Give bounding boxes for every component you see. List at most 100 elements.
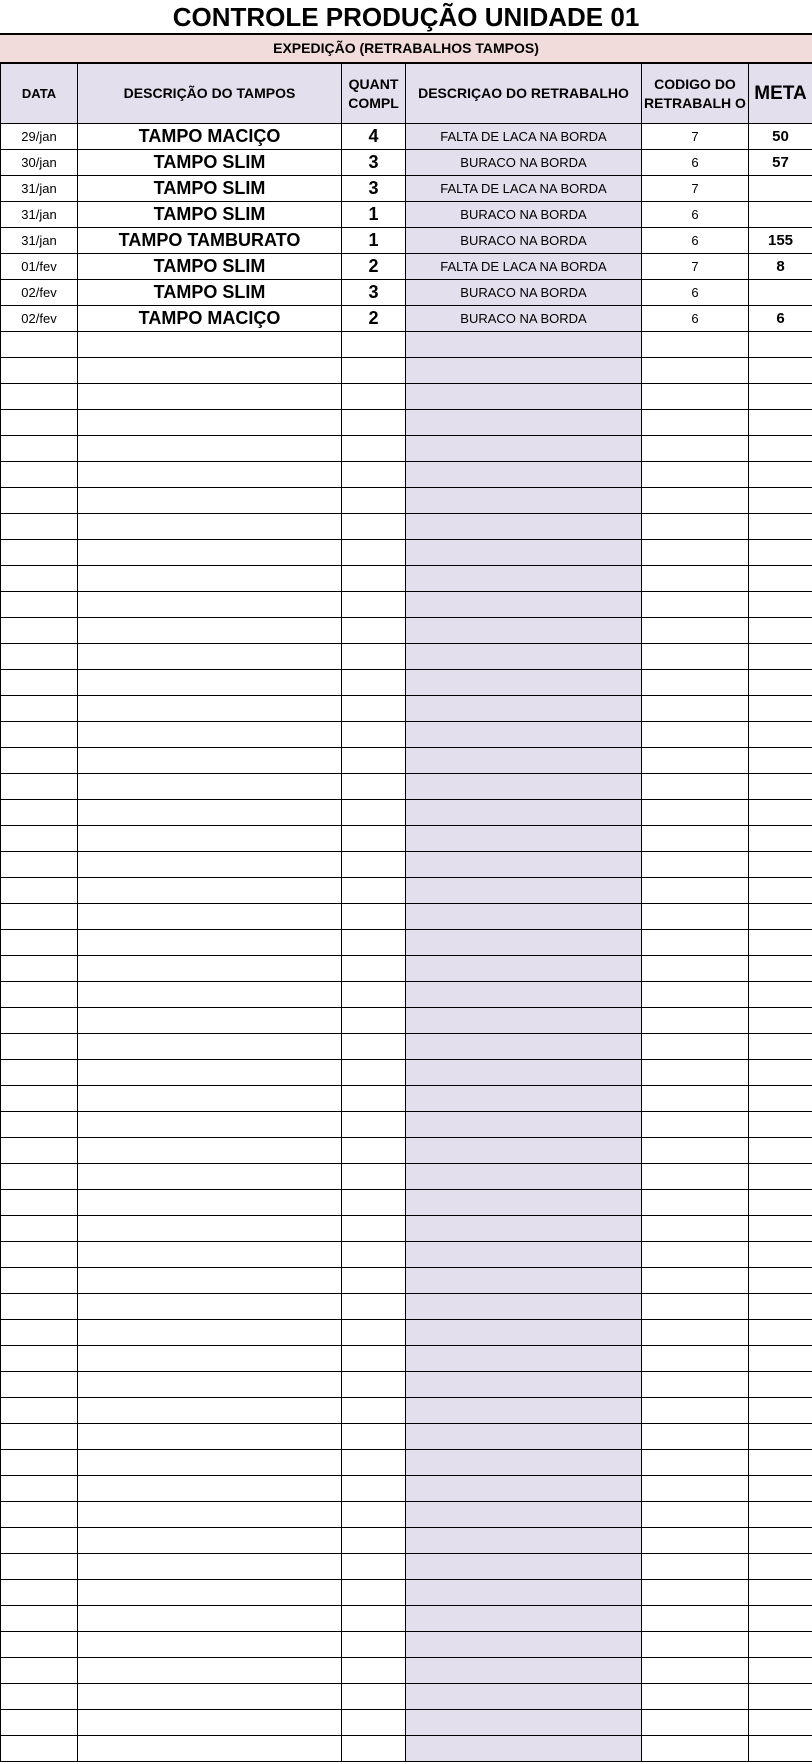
cell-descricao-tampos[interactable] — [78, 1424, 342, 1450]
cell-data[interactable]: 30/jan — [1, 150, 78, 176]
cell-quant-compl[interactable] — [342, 1528, 406, 1554]
cell-codigo-retrabalho[interactable] — [642, 904, 749, 930]
cell-descricao-tampos[interactable] — [78, 1502, 342, 1528]
cell-data[interactable] — [1, 1164, 78, 1190]
cell-descricao-retrabalho[interactable] — [406, 1164, 642, 1190]
cell-data[interactable] — [1, 384, 78, 410]
cell-quant-compl[interactable] — [342, 592, 406, 618]
cell-quant-compl[interactable] — [342, 1320, 406, 1346]
cell-meta[interactable] — [749, 1346, 812, 1372]
cell-meta[interactable] — [749, 1450, 812, 1476]
cell-descricao-tampos[interactable]: TAMPO TAMBURATO — [78, 228, 342, 254]
cell-data[interactable] — [1, 618, 78, 644]
cell-data[interactable] — [1, 1112, 78, 1138]
cell-codigo-retrabalho[interactable] — [642, 436, 749, 462]
cell-data[interactable] — [1, 1242, 78, 1268]
cell-data[interactable] — [1, 462, 78, 488]
cell-meta[interactable] — [749, 202, 812, 228]
cell-data[interactable] — [1, 930, 78, 956]
cell-descricao-tampos[interactable] — [78, 1216, 342, 1242]
cell-meta[interactable] — [749, 280, 812, 306]
cell-descricao-tampos[interactable] — [78, 930, 342, 956]
cell-descricao-tampos[interactable] — [78, 384, 342, 410]
cell-meta[interactable] — [749, 332, 812, 358]
cell-descricao-retrabalho[interactable] — [406, 1450, 642, 1476]
cell-data[interactable] — [1, 904, 78, 930]
cell-meta[interactable] — [749, 1242, 812, 1268]
cell-descricao-tampos[interactable] — [78, 618, 342, 644]
cell-meta[interactable] — [749, 1216, 812, 1242]
cell-quant-compl[interactable] — [342, 1476, 406, 1502]
cell-descricao-retrabalho[interactable] — [406, 332, 642, 358]
header-meta[interactable]: META — [749, 64, 812, 124]
cell-data[interactable] — [1, 1346, 78, 1372]
cell-descricao-tampos[interactable] — [78, 748, 342, 774]
cell-data[interactable] — [1, 1034, 78, 1060]
cell-data[interactable] — [1, 1398, 78, 1424]
cell-quant-compl[interactable] — [342, 1164, 406, 1190]
cell-quant-compl[interactable] — [342, 1424, 406, 1450]
cell-quant-compl[interactable] — [342, 1710, 406, 1736]
cell-descricao-tampos[interactable] — [78, 722, 342, 748]
cell-codigo-retrabalho[interactable] — [642, 670, 749, 696]
cell-descricao-retrabalho[interactable] — [406, 670, 642, 696]
cell-codigo-retrabalho[interactable] — [642, 930, 749, 956]
cell-codigo-retrabalho[interactable] — [642, 800, 749, 826]
cell-quant-compl[interactable] — [342, 1268, 406, 1294]
cell-descricao-retrabalho[interactable] — [406, 748, 642, 774]
cell-descricao-tampos[interactable] — [78, 1632, 342, 1658]
cell-meta[interactable] — [749, 1580, 812, 1606]
cell-descricao-retrabalho[interactable]: BURACO NA BORDA — [406, 306, 642, 332]
cell-meta[interactable] — [749, 1502, 812, 1528]
cell-codigo-retrabalho[interactable] — [642, 1320, 749, 1346]
cell-meta[interactable]: 50 — [749, 124, 812, 150]
cell-descricao-tampos[interactable] — [78, 1112, 342, 1138]
cell-meta[interactable] — [749, 1632, 812, 1658]
cell-codigo-retrabalho[interactable] — [642, 826, 749, 852]
cell-descricao-tampos[interactable] — [78, 514, 342, 540]
cell-quant-compl[interactable] — [342, 1606, 406, 1632]
cell-quant-compl[interactable] — [342, 1112, 406, 1138]
cell-descricao-retrabalho[interactable] — [406, 410, 642, 436]
cell-quant-compl[interactable] — [342, 696, 406, 722]
cell-data[interactable] — [1, 1190, 78, 1216]
cell-quant-compl[interactable] — [342, 982, 406, 1008]
cell-descricao-retrabalho[interactable] — [406, 930, 642, 956]
cell-data[interactable]: 29/jan — [1, 124, 78, 150]
cell-descricao-retrabalho[interactable] — [406, 878, 642, 904]
cell-meta[interactable]: 8 — [749, 254, 812, 280]
cell-data[interactable] — [1, 1008, 78, 1034]
cell-data[interactable] — [1, 540, 78, 566]
cell-descricao-retrabalho[interactable] — [406, 800, 642, 826]
cell-descricao-tampos[interactable] — [78, 410, 342, 436]
cell-codigo-retrabalho[interactable] — [642, 384, 749, 410]
cell-data[interactable]: 02/fev — [1, 280, 78, 306]
cell-descricao-retrabalho[interactable]: FALTA DE LACA NA BORDA — [406, 176, 642, 202]
cell-descricao-retrabalho[interactable] — [406, 644, 642, 670]
cell-descricao-retrabalho[interactable] — [406, 358, 642, 384]
cell-quant-compl[interactable] — [342, 1398, 406, 1424]
header-descricao-retrabalho[interactable]: DESCRIÇAO DO RETRABALHO — [406, 64, 642, 124]
cell-codigo-retrabalho[interactable]: 6 — [642, 228, 749, 254]
cell-codigo-retrabalho[interactable] — [642, 1060, 749, 1086]
cell-data[interactable] — [1, 1528, 78, 1554]
cell-codigo-retrabalho[interactable] — [642, 1528, 749, 1554]
cell-meta[interactable] — [749, 930, 812, 956]
cell-meta[interactable] — [749, 358, 812, 384]
cell-meta[interactable] — [749, 982, 812, 1008]
cell-descricao-tampos[interactable]: TAMPO MACIÇO — [78, 124, 342, 150]
cell-quant-compl[interactable]: 2 — [342, 254, 406, 280]
cell-quant-compl[interactable] — [342, 618, 406, 644]
cell-meta[interactable] — [749, 670, 812, 696]
cell-descricao-retrabalho[interactable] — [406, 384, 642, 410]
cell-data[interactable] — [1, 1658, 78, 1684]
cell-meta[interactable] — [749, 1606, 812, 1632]
cell-meta[interactable] — [749, 1398, 812, 1424]
cell-descricao-tampos[interactable] — [78, 1086, 342, 1112]
cell-descricao-retrabalho[interactable] — [406, 852, 642, 878]
cell-descricao-tampos[interactable] — [78, 1710, 342, 1736]
cell-descricao-tampos[interactable] — [78, 670, 342, 696]
cell-descricao-tampos[interactable] — [78, 800, 342, 826]
cell-descricao-tampos[interactable] — [78, 1554, 342, 1580]
cell-descricao-retrabalho[interactable] — [406, 462, 642, 488]
